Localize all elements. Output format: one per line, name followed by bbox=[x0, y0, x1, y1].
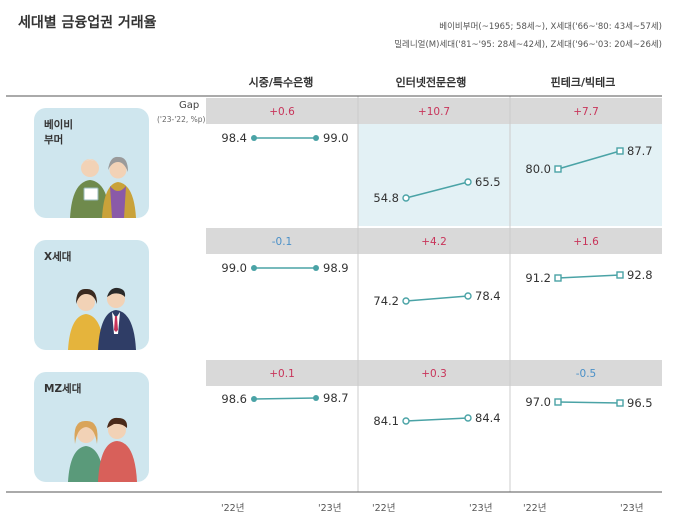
series-line bbox=[557, 274, 621, 279]
data-label: 65.5 bbox=[475, 175, 501, 189]
gap-value-label: +0.6 bbox=[269, 106, 295, 118]
young-couple-icon bbox=[68, 417, 137, 482]
series-line bbox=[405, 295, 469, 302]
data-label: 98.4 bbox=[221, 131, 247, 145]
gap-unit-label: ('23-'22, %p) bbox=[157, 115, 206, 124]
data-label: 80.0 bbox=[525, 162, 551, 176]
series-line bbox=[253, 397, 317, 400]
data-label: 84.1 bbox=[373, 414, 399, 428]
data-point bbox=[616, 399, 624, 407]
data-label: 96.5 bbox=[627, 396, 653, 410]
data-point bbox=[616, 147, 624, 155]
group-card-mz-generation: MZ세대 bbox=[34, 372, 149, 482]
column-header-fintech: 핀테크/빅테크 bbox=[550, 76, 616, 89]
x-tick-2022-col3: '22년 bbox=[523, 503, 547, 514]
data-label: 92.8 bbox=[627, 268, 653, 282]
gap-value-label: +10.7 bbox=[418, 106, 450, 118]
data-label: 98.6 bbox=[221, 392, 247, 406]
x-tick-2023-col2: '23년 bbox=[469, 503, 493, 514]
gap-value-label: +7.7 bbox=[573, 106, 599, 118]
gap-band bbox=[206, 360, 662, 386]
data-label: 54.8 bbox=[373, 191, 399, 205]
middle-aged-couple-icon bbox=[68, 287, 136, 350]
gap-value-label: +0.3 bbox=[421, 368, 447, 380]
data-point bbox=[464, 414, 472, 422]
group-card-baby-boomer: 베이비 부머 bbox=[34, 108, 149, 218]
gap-value-label: -0.1 bbox=[272, 236, 293, 248]
senior-couple-icon bbox=[70, 156, 136, 218]
x-tick-2022-col2: '22년 bbox=[372, 503, 396, 514]
data-point bbox=[313, 265, 319, 271]
gap-band bbox=[206, 98, 662, 124]
group-card-x-generation: X세대 bbox=[34, 240, 149, 350]
gap-value-label: +1.6 bbox=[573, 236, 599, 248]
data-point bbox=[402, 297, 410, 305]
data-label: 98.7 bbox=[323, 391, 349, 405]
data-point bbox=[313, 135, 319, 141]
gap-band bbox=[206, 228, 662, 254]
highlighted-cell bbox=[358, 124, 510, 226]
data-label: 87.7 bbox=[627, 144, 653, 158]
group-label-baby-boomer: 베이비 부머 bbox=[44, 119, 73, 146]
data-point bbox=[616, 271, 624, 279]
data-point bbox=[554, 274, 562, 282]
data-point bbox=[251, 265, 257, 271]
data-point bbox=[313, 395, 319, 401]
series-line bbox=[405, 417, 469, 422]
data-label: 84.4 bbox=[475, 411, 501, 425]
data-label: 99.0 bbox=[221, 261, 247, 275]
gap-label: Gap bbox=[179, 100, 200, 111]
column-header-internet-banks: 인터넷전문은행 bbox=[395, 76, 467, 89]
highlighted-cell bbox=[510, 124, 662, 226]
gap-value-label: +0.1 bbox=[269, 368, 295, 380]
data-label: 91.2 bbox=[525, 271, 551, 285]
data-point bbox=[251, 135, 257, 141]
column-header-commercial-banks: 시중/특수은행 bbox=[248, 76, 314, 89]
data-label: 78.4 bbox=[475, 289, 501, 303]
data-label: 97.0 bbox=[525, 395, 551, 409]
data-point bbox=[464, 178, 472, 186]
chart-title: 세대별 금융업권 거래율 bbox=[18, 15, 157, 31]
group-label-x-generation: X세대 bbox=[44, 251, 72, 263]
data-point bbox=[554, 165, 562, 173]
group-label-mz-generation: MZ세대 bbox=[44, 383, 82, 395]
data-point bbox=[554, 398, 562, 406]
series-line bbox=[557, 401, 621, 404]
legend-line-1: 베이비부머(~1965; 58세~), X세대('66~'80: 43세~57세… bbox=[439, 22, 662, 32]
data-point bbox=[251, 396, 257, 402]
data-point bbox=[402, 417, 410, 425]
data-point bbox=[402, 194, 410, 202]
data-label: 99.0 bbox=[323, 131, 349, 145]
series-line bbox=[405, 181, 469, 199]
data-point bbox=[464, 292, 472, 300]
series-line bbox=[557, 150, 621, 170]
x-tick-2023-col3: '23년 bbox=[620, 503, 644, 514]
data-label: 98.9 bbox=[323, 261, 349, 275]
gap-value-label: -0.5 bbox=[576, 368, 597, 380]
legend-line-2: 밀레니얼(M)세대('81~'95: 28세~42세), Z세대('96~'03… bbox=[394, 40, 662, 50]
data-label: 74.2 bbox=[373, 294, 399, 308]
x-tick-2023-col1: '23년 bbox=[318, 503, 342, 514]
x-tick-2022-col1: '22년 bbox=[221, 503, 245, 514]
gap-value-label: +4.2 bbox=[421, 236, 447, 248]
